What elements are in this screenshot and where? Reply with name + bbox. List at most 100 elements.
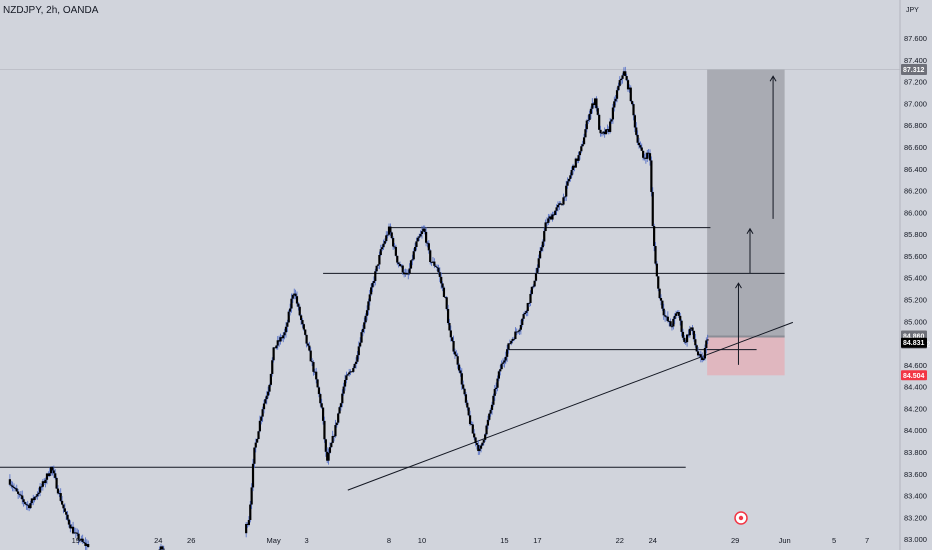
candle-body	[52, 470, 55, 474]
candle-body	[644, 157, 647, 159]
time-tick-label: 29	[731, 536, 739, 545]
candle-series	[8, 66, 709, 550]
candle-body	[76, 532, 79, 534]
candle-body	[629, 87, 632, 102]
candle-body	[32, 498, 35, 501]
candle-body	[488, 413, 491, 420]
candle-body	[599, 129, 602, 134]
time-tick-label: 5	[832, 536, 836, 545]
candle-body	[452, 341, 455, 352]
target-arrows	[735, 75, 777, 365]
candle-body	[500, 363, 503, 370]
candle-body	[367, 301, 370, 311]
candle-body	[427, 243, 430, 251]
candle-body	[409, 260, 413, 269]
candle-body	[567, 178, 571, 182]
candle-body	[517, 331, 520, 333]
candle-body	[691, 327, 694, 331]
candle-body	[625, 76, 628, 81]
time-tick-label: 15	[500, 536, 508, 545]
price-tick-label: 85.200	[904, 296, 927, 305]
time-tick-label: 24	[649, 536, 657, 545]
candle-body	[574, 158, 577, 168]
candle-body	[387, 226, 391, 235]
stop-price-tag	[901, 370, 927, 381]
candle-body	[654, 246, 657, 264]
candle-body	[34, 496, 38, 498]
candle-body	[37, 492, 40, 495]
stop-price-tag-label: 84.504	[903, 373, 925, 380]
candle-body	[313, 371, 316, 373]
candle-body	[419, 233, 422, 237]
candle-body	[341, 393, 344, 404]
candle-body	[694, 339, 697, 346]
candle-body	[363, 322, 366, 329]
candle-body	[305, 334, 308, 344]
entry-price-tag-label: 84.860	[903, 334, 925, 341]
candle-body	[620, 78, 623, 81]
candle-body	[653, 226, 656, 247]
candle-body	[551, 214, 554, 220]
candle-body	[651, 191, 654, 227]
candle-body	[407, 273, 410, 275]
candle-body	[596, 108, 599, 115]
candle-body	[431, 261, 435, 263]
price-tick-label: 84.200	[904, 404, 927, 413]
candle-body	[471, 424, 474, 434]
arrow-head-1	[735, 282, 742, 289]
candle-body	[365, 310, 369, 316]
candle-body	[578, 151, 582, 156]
candle-body	[457, 364, 461, 371]
candle-body	[309, 350, 312, 362]
candle-body	[621, 75, 624, 79]
alert-icon[interactable]	[734, 511, 748, 525]
candle-body	[337, 413, 340, 423]
candle-body	[618, 80, 621, 86]
candle-body	[510, 340, 513, 344]
candle-body	[481, 442, 484, 446]
candle-body	[705, 340, 708, 349]
candle-body	[446, 309, 450, 324]
candle-body	[543, 231, 546, 242]
candle-body	[356, 355, 359, 362]
candle-body	[25, 503, 28, 505]
arrow-head-3	[769, 75, 777, 82]
candle-body	[507, 343, 510, 350]
symbol-title[interactable]: NZDJPY, 2h, OANDA	[3, 5, 99, 16]
candle-body	[415, 241, 418, 248]
price-tick-label: 87.200	[904, 78, 927, 87]
candle-body	[518, 329, 521, 332]
price-tick-label: 86.200	[904, 187, 927, 196]
candle-body	[545, 222, 549, 224]
candle-body	[253, 447, 256, 464]
candle-body	[330, 442, 333, 448]
trendline[interactable]	[347, 321, 794, 491]
candle-body	[490, 404, 494, 410]
candle-body	[279, 337, 282, 342]
candle-body	[529, 293, 532, 303]
candle-body	[492, 395, 495, 405]
price-tick-label: 85.400	[904, 274, 927, 283]
profit-zone[interactable]	[707, 69, 785, 337]
candle-body	[54, 473, 57, 478]
candle-body	[525, 311, 528, 313]
candle-body	[485, 425, 488, 435]
candle-body	[624, 71, 627, 77]
candle-body	[22, 499, 25, 503]
candle-body	[289, 308, 292, 312]
candle-body	[640, 147, 643, 151]
candle-body	[539, 250, 542, 259]
candle-body	[320, 403, 323, 408]
horizontal-levels	[0, 227, 785, 468]
candle-body	[559, 203, 562, 205]
candle-body	[569, 175, 572, 179]
candle-body	[497, 371, 501, 379]
candle-body	[360, 332, 363, 343]
loss-zone[interactable]	[707, 336, 785, 376]
candle-body	[319, 394, 322, 404]
candle-body	[275, 345, 278, 349]
candle-body	[661, 300, 664, 309]
candle-body	[36, 494, 39, 497]
candle-body	[63, 508, 66, 512]
